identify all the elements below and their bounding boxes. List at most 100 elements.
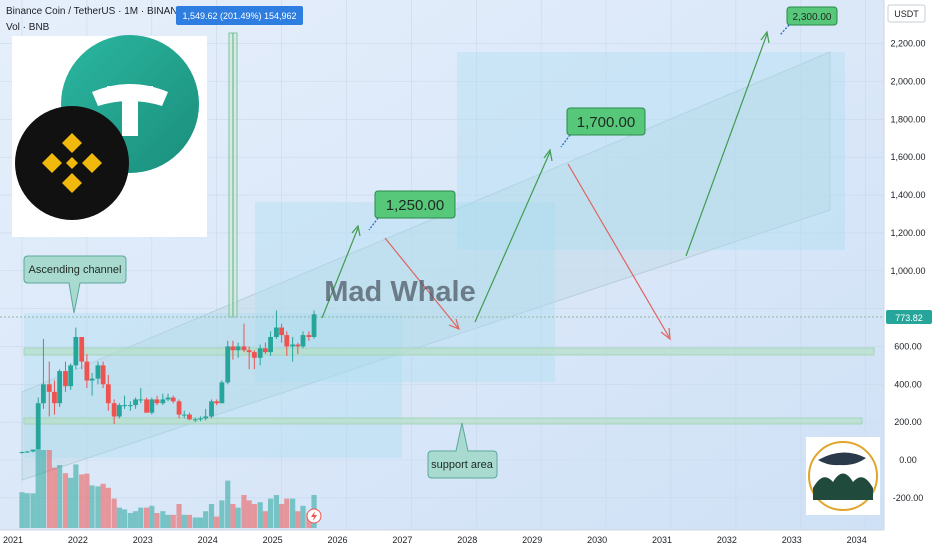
x-tick-label: 2022 — [68, 535, 88, 545]
volume-bar — [235, 507, 241, 528]
candle-body — [30, 449, 36, 452]
volume-bar — [284, 498, 290, 528]
candle-body — [144, 399, 150, 413]
volume-bar — [105, 487, 111, 528]
x-tick-label: 2028 — [457, 535, 477, 545]
volume-bar — [68, 477, 74, 528]
candle-body — [187, 414, 192, 420]
candle-body — [219, 382, 225, 404]
x-tick-label: 2023 — [133, 535, 153, 545]
arrow-up-3-head — [760, 30, 770, 44]
candle-body — [63, 371, 68, 387]
ascending-channel-label: Ascending channel — [29, 264, 122, 276]
volume-bar — [273, 495, 280, 528]
y-tick-label: 1,000.00 — [890, 266, 925, 276]
volume-bar — [46, 450, 52, 528]
x-tick-label: 2025 — [263, 535, 283, 545]
ascending-channel-callout[interactable]: Ascending channel — [23, 255, 127, 314]
arrow-up-3 — [685, 33, 768, 257]
volume-bar — [149, 505, 155, 528]
x-tick-label: 2032 — [717, 535, 737, 545]
arrow-up-2 — [474, 151, 551, 323]
volume-bar — [214, 516, 220, 528]
volume-bar — [241, 495, 247, 528]
candle-body — [127, 405, 133, 407]
x-tick-label: 2034 — [847, 535, 867, 545]
support-area-callout[interactable]: support area — [427, 422, 498, 479]
support-zone-lower — [23, 417, 863, 425]
arrow-up-1-head — [351, 224, 361, 237]
price-tag — [886, 310, 932, 324]
volume-bar — [95, 486, 101, 528]
volume-bar — [186, 514, 193, 528]
volume-bar — [208, 504, 215, 528]
volume-bar — [127, 513, 133, 528]
x-tick-label: 2027 — [392, 535, 412, 545]
candle-body — [89, 378, 95, 381]
target-label-1700: 1,700.00 — [577, 114, 635, 131]
candle-body — [235, 346, 241, 351]
x-tick-label: 2024 — [198, 535, 218, 545]
y-tick-label: 2,000.00 — [890, 77, 925, 87]
candle-body — [73, 336, 79, 366]
volume-bar — [160, 511, 166, 528]
mad-whale-logo-icon — [806, 437, 880, 515]
volume-bar — [30, 493, 36, 528]
volume-bar — [62, 473, 69, 528]
candle-body — [19, 452, 25, 454]
x-tick-label: 2033 — [782, 535, 802, 545]
candle-body — [24, 451, 30, 453]
target-box-2300: 2,300.00 — [779, 6, 838, 36]
candle-body — [268, 336, 273, 353]
candle-body — [105, 384, 111, 404]
candle-body — [225, 346, 231, 383]
mad-whale-watermark: Mad Whale — [324, 276, 475, 308]
target-box-1700: 1,700.00 — [560, 107, 646, 148]
candle-body — [35, 403, 41, 450]
volume-bar — [170, 514, 176, 528]
volume-bar — [262, 511, 268, 528]
time-axis — [0, 530, 932, 550]
volume-bar — [51, 467, 58, 528]
volume-bar — [219, 500, 225, 528]
x-axis-labels: 2021 2022 2023 2024 2025 2026 2027 2028 2029 2030… — [3, 535, 867, 545]
volume-bar — [40, 450, 47, 528]
candle-body — [111, 403, 117, 417]
y-tick-label: 200.00 — [894, 417, 922, 427]
y-tick-label: 1,200.00 — [890, 228, 925, 238]
x-tick-label: 2030 — [587, 535, 607, 545]
candle-body — [181, 414, 187, 416]
volume-bar — [192, 517, 198, 528]
volume-bar — [57, 465, 63, 528]
candle-body — [209, 401, 214, 417]
projection-arrows — [321, 30, 770, 341]
candle-body — [192, 419, 198, 421]
candle-body — [279, 327, 284, 336]
candle-body — [295, 344, 301, 347]
candle-body — [170, 397, 176, 402]
y-tick-label: 2,200.00 — [890, 39, 925, 49]
x-tick-label: 2031 — [652, 535, 672, 545]
target-label-1250: 1,250.00 — [386, 197, 444, 214]
currency-badge[interactable] — [887, 4, 926, 23]
candle-body — [138, 399, 144, 401]
lightning-icon[interactable] — [306, 508, 322, 524]
volume-bar — [230, 504, 236, 528]
candle-body — [122, 405, 127, 407]
candle-body — [230, 346, 236, 351]
y-tick-label: -200.00 — [893, 493, 924, 503]
candle-body — [290, 344, 296, 347]
candle-body — [84, 361, 90, 381]
target-box-1250: 1,250.00 — [368, 190, 456, 231]
candle-body — [246, 350, 252, 353]
measure-badge: 1,549.62 (201.49%) 154,962 — [176, 6, 303, 25]
volume-bars — [19, 450, 317, 528]
y-tick-label: 0.00 — [899, 455, 917, 465]
x-tick-label: 2026 — [327, 535, 347, 545]
currency-label: USDT — [894, 9, 919, 19]
volume-bar — [84, 473, 90, 528]
y-tick-label: 1,600.00 — [890, 152, 925, 162]
volume-bar — [176, 504, 182, 528]
candle-body — [41, 384, 46, 404]
candle-body — [149, 399, 155, 413]
